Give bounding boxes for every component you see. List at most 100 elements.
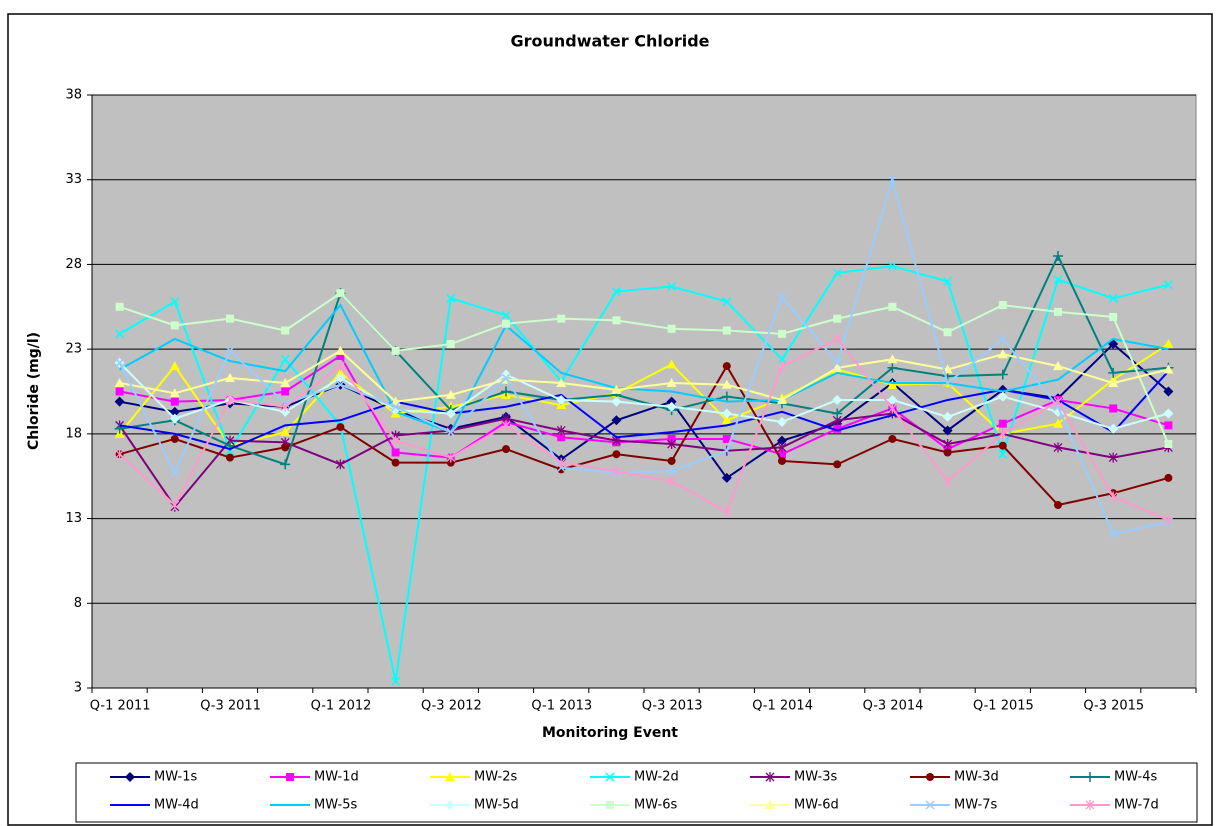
marker xyxy=(115,302,124,311)
marker xyxy=(225,372,235,382)
marker xyxy=(722,434,731,443)
marker xyxy=(1108,452,1118,463)
marker xyxy=(556,457,566,468)
marker xyxy=(887,354,898,364)
marker xyxy=(998,334,1008,344)
marker xyxy=(606,801,614,809)
legend-label: MW-6d xyxy=(794,798,839,813)
marker xyxy=(777,354,787,364)
y-tick-label: 38 xyxy=(65,88,82,103)
marker xyxy=(887,175,897,185)
marker xyxy=(169,413,180,424)
marker xyxy=(1164,421,1173,430)
marker xyxy=(446,427,456,437)
marker xyxy=(170,468,180,478)
legend-label: MW-7d xyxy=(1114,798,1159,813)
marker xyxy=(777,435,787,446)
marker xyxy=(721,379,732,389)
marker xyxy=(335,367,346,377)
marker xyxy=(667,476,677,487)
marker xyxy=(115,387,124,396)
marker xyxy=(832,394,843,405)
marker xyxy=(722,362,731,371)
marker xyxy=(887,261,897,271)
marker xyxy=(943,439,953,450)
marker xyxy=(997,369,1008,380)
marker xyxy=(943,448,952,457)
marker xyxy=(887,379,898,389)
legend-label: MW-5s xyxy=(314,798,358,813)
marker xyxy=(1164,440,1173,449)
marker xyxy=(765,772,775,782)
marker xyxy=(170,500,180,511)
y-tick-label: 23 xyxy=(65,342,82,357)
marker xyxy=(888,434,897,443)
series-line xyxy=(118,337,1169,522)
y-tick-label: 28 xyxy=(65,257,82,272)
legend-label: MW-4d xyxy=(154,798,199,813)
plot-area xyxy=(91,94,1197,689)
marker xyxy=(666,396,677,407)
marker xyxy=(1163,339,1174,349)
marker xyxy=(887,394,898,405)
marker xyxy=(501,420,511,431)
marker xyxy=(1053,418,1063,428)
marker xyxy=(832,268,842,278)
marker xyxy=(445,408,456,419)
x-tick-label: Q-1 2013 xyxy=(531,699,592,714)
legend-label: MW-7s xyxy=(954,798,998,813)
marker xyxy=(1054,501,1062,510)
marker xyxy=(280,354,290,364)
marker xyxy=(1108,378,1119,388)
marker xyxy=(1053,396,1063,407)
marker xyxy=(667,466,677,476)
marker xyxy=(611,396,622,407)
marker xyxy=(926,773,934,781)
x-tick-label: Q-3 2015 xyxy=(1083,699,1144,714)
x-tick-label: Q-3 2013 xyxy=(642,699,703,714)
legend-label: MW-3s xyxy=(794,770,838,785)
marker xyxy=(667,434,676,443)
marker xyxy=(281,387,290,396)
marker xyxy=(335,459,345,470)
y-tick-label: 8 xyxy=(74,596,82,611)
legend-label: MW-1s xyxy=(154,770,198,785)
marker xyxy=(1108,529,1118,539)
marker xyxy=(998,441,1007,450)
legend-label: MW-1d xyxy=(314,770,359,785)
series-line xyxy=(119,303,1169,434)
marker xyxy=(943,378,953,388)
marker xyxy=(1163,364,1174,374)
marker xyxy=(887,362,898,373)
marker xyxy=(832,358,842,368)
marker xyxy=(446,452,456,463)
marker xyxy=(280,401,290,412)
marker xyxy=(170,297,180,307)
marker xyxy=(925,800,935,810)
y-tick-label: 33 xyxy=(65,172,82,187)
marker xyxy=(445,800,455,810)
marker xyxy=(722,326,731,335)
marker xyxy=(1053,250,1063,261)
marker xyxy=(557,433,566,442)
marker xyxy=(778,456,786,465)
marker xyxy=(778,450,786,459)
marker xyxy=(1108,423,1119,434)
x-tick-label: Q-1 2011 xyxy=(90,699,151,714)
marker xyxy=(998,449,1008,459)
marker xyxy=(721,391,732,402)
marker xyxy=(556,378,567,388)
marker xyxy=(888,302,897,311)
marker xyxy=(722,506,732,517)
legend-label: MW-2s xyxy=(474,770,518,785)
marker xyxy=(169,406,180,417)
marker xyxy=(114,378,125,388)
marker xyxy=(286,773,294,781)
marker xyxy=(502,445,510,454)
marker xyxy=(335,372,346,383)
marker xyxy=(832,408,843,419)
series-line xyxy=(119,364,1169,507)
marker xyxy=(722,297,732,307)
marker xyxy=(998,419,1007,428)
marker xyxy=(667,281,677,291)
